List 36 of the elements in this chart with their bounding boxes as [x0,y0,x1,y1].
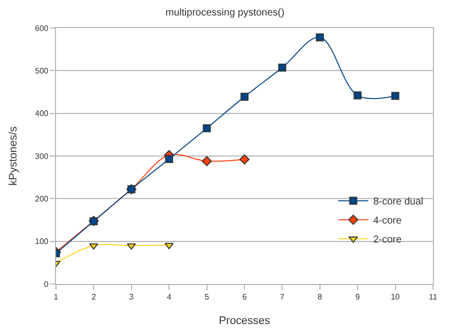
x-tick-label: 3 [129,292,134,302]
x-tick-label: 10 [390,292,400,302]
point [354,91,362,100]
x-tick-label: 6 [242,292,248,302]
x-tick-label: 5 [204,292,210,302]
point [164,242,174,250]
y-tick-label: 0 [44,280,49,289]
point [278,64,286,72]
x-tick-label: 9 [355,292,360,302]
x-tick-label: 1 [54,292,59,302]
point [316,33,324,42]
point [391,92,400,100]
y-tick-label: 400 [35,109,49,118]
x-tick-label: 7 [280,292,285,302]
x-tick-label: 8 [318,292,323,302]
x-axis-title: Processes [218,314,271,327]
y-tick-label: 500 [35,66,49,76]
point [165,154,174,163]
x-tick-label: 11 [428,292,438,302]
point [202,124,211,132]
chart-title: multiprocessing pystones() [166,7,284,18]
y-tick-label: 600 [35,24,49,33]
x-tick-label: 2 [91,292,96,302]
x-tick-label: 4 [166,292,172,302]
y-tick-label: 300 [35,152,49,161]
legend-label: 4-core [373,216,402,227]
point [239,154,250,164]
point [202,156,212,166]
y-tick-label: 100 [35,237,49,246]
y-tick-label: 200 [35,194,49,204]
y-axis-title: kPystones/s [8,126,20,186]
point [240,92,248,101]
point [89,243,98,250]
legend-label: 8-core dual [373,196,424,208]
legend-label: 2-core [373,234,402,246]
point [126,243,136,250]
